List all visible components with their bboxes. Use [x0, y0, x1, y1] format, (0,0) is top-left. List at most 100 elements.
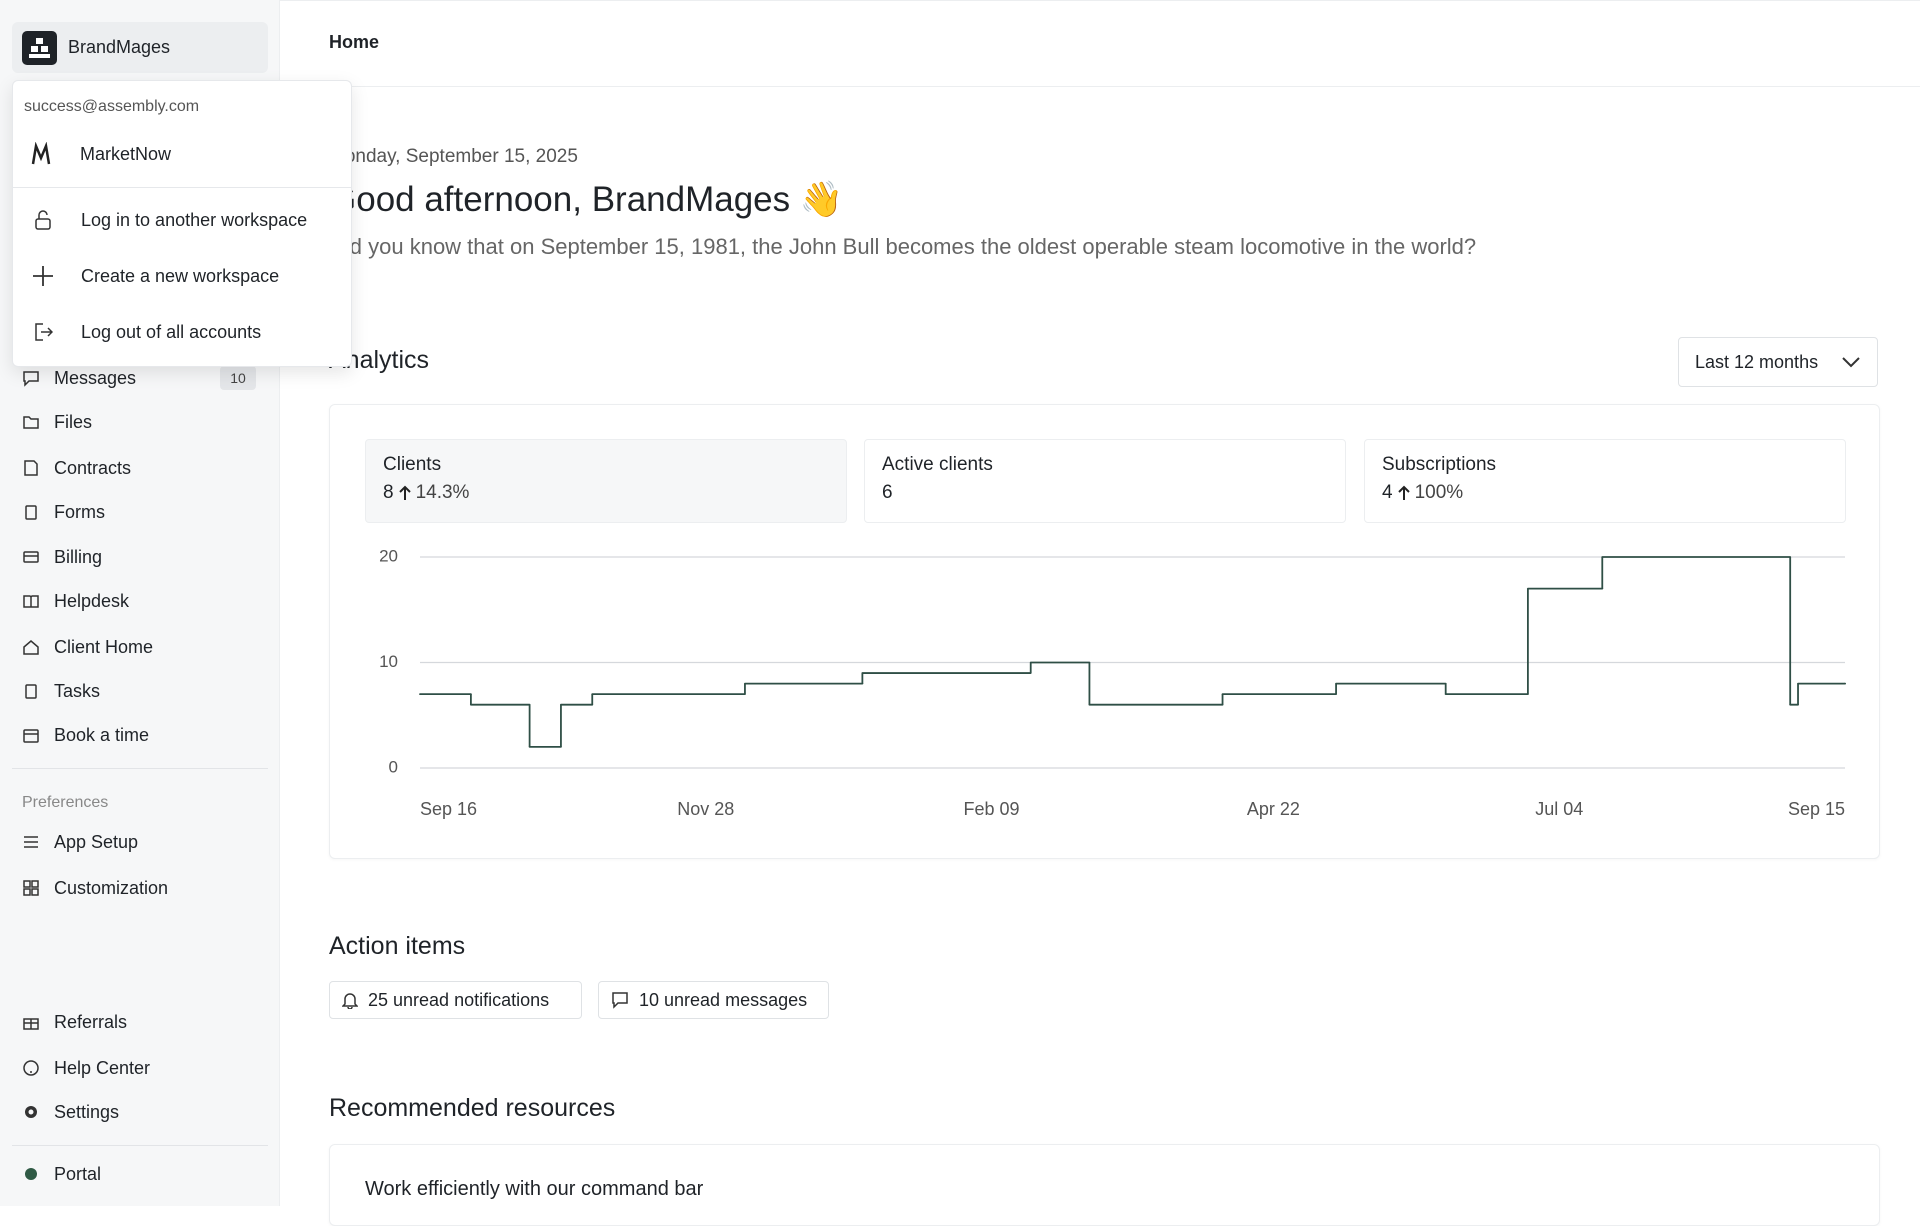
resource-card[interactable]: Work efficiently with our command bar: [329, 1144, 1880, 1226]
nav-item[interactable]: Settings: [22, 1097, 119, 1127]
nav-item[interactable]: Portal: [22, 1159, 101, 1189]
icon: [23, 1018, 39, 1030]
stat-card[interactable]: Clients 8 14.3%: [365, 439, 847, 523]
nav-label: Referrals: [54, 1011, 128, 1032]
separator: [12, 768, 268, 769]
workspace-option-label: MarketNow: [80, 143, 172, 164]
stat-value: 8: [383, 482, 394, 503]
nav-item[interactable]: Client Home: [22, 632, 153, 662]
nav-label: Client Home: [54, 636, 154, 657]
nav-item[interactable]: Billing: [22, 542, 102, 572]
x-tick-label: Jul 04: [1535, 799, 1583, 819]
badge: 10: [220, 366, 256, 390]
x-tick-label: Nov 28: [677, 799, 734, 819]
nav-item[interactable]: Customization: [22, 873, 168, 903]
stat-card[interactable]: Active clients 6: [864, 439, 1346, 523]
menu-label: Log out of all accounts: [81, 321, 262, 342]
nav-label: Files: [54, 411, 93, 432]
icon: [25, 505, 37, 520]
section-label: Preferences: [22, 794, 109, 811]
nav-item[interactable]: Referrals: [22, 1007, 127, 1037]
nav-item[interactable]: Messages: [22, 363, 136, 393]
nav-label: Customization: [54, 877, 169, 898]
nav-item[interactable]: Help Center: [22, 1053, 150, 1083]
icon: [25, 1106, 37, 1118]
chevron: [1842, 357, 1860, 368]
chart-card: Clients 8 14.3% Active clients 6 Subscri…: [329, 404, 1880, 859]
workspace-name: BrandMages: [68, 37, 171, 57]
greeting: Good afternoon, BrandMages 👋: [329, 180, 844, 219]
bell-icon: [342, 993, 358, 1009]
stat-label: Clients: [383, 454, 442, 475]
resource-title: Work efficiently with our command bar: [365, 1178, 704, 1200]
nav-label: Messages: [54, 367, 137, 388]
icon: [23, 640, 39, 655]
nav-item[interactable]: Contracts: [22, 453, 131, 483]
icon: [25, 684, 37, 699]
x-tick-label: Feb 09: [964, 799, 1020, 819]
nav-label: Help Center: [54, 1057, 151, 1078]
nav-item[interactable]: Helpdesk: [22, 586, 129, 616]
y-tick-label: 20: [379, 546, 398, 565]
date: Monday, September 15, 2025: [329, 146, 578, 167]
email: success@assembly.com: [24, 98, 200, 115]
menu-label: Log in to another workspace: [81, 209, 308, 230]
workspace-logo: [31, 142, 51, 165]
nav-label: Contracts: [54, 457, 132, 478]
menu-label: Create a new workspace: [81, 265, 280, 286]
nav-item[interactable]: Files: [22, 407, 92, 437]
top-bar: [279, 0, 1920, 87]
nav-item[interactable]: Tasks: [22, 676, 100, 706]
stat-change: 100%: [1414, 482, 1464, 503]
stat-value: 4: [1382, 482, 1393, 503]
workspace-logo: [22, 31, 57, 65]
nav-label: Helpdesk: [54, 590, 130, 611]
workspace-option[interactable]: MarketNow: [30, 142, 171, 166]
nav-label: Book a time: [54, 724, 150, 745]
nav-label: Forms: [54, 501, 105, 522]
x-tick-label: Sep 15: [1788, 799, 1845, 819]
y-tick-label: 0: [389, 757, 398, 776]
stat-change: 14.3%: [415, 482, 470, 503]
page-title: Home: [329, 32, 380, 52]
range-label: Last 12 months: [1695, 351, 1819, 372]
menu-item[interactable]: Log in to another workspace: [33, 209, 307, 231]
menu-item[interactable]: Create a new workspace: [33, 265, 279, 287]
stat-value: 6: [882, 482, 893, 503]
nav-label: Tasks: [54, 680, 101, 701]
y-tick-label: 10: [379, 652, 398, 671]
stat-card[interactable]: Subscriptions 4 100%: [1364, 439, 1846, 523]
nav-label: Billing: [54, 546, 103, 567]
icon: [23, 416, 39, 429]
message-icon: [612, 992, 628, 1009]
button-label: 25 unread notifications: [368, 989, 550, 1010]
range-select[interactable]: Last 12 months: [1678, 337, 1878, 387]
messages-button[interactable]: 10 unread messages: [598, 981, 829, 1019]
x-tick-label: Apr 22: [1247, 799, 1300, 819]
icon: [24, 460, 38, 476]
icon: [24, 836, 38, 848]
stat-label: Subscriptions: [1382, 454, 1497, 475]
up-arrow: [398, 485, 411, 500]
icon: [23, 1060, 39, 1076]
separator: [13, 187, 351, 188]
notifications-button[interactable]: 25 unread notifications: [329, 981, 582, 1019]
nav-item[interactable]: Forms: [22, 497, 105, 527]
separator: [12, 1145, 268, 1146]
fact: Did you know that on September 15, 1981,…: [329, 234, 1477, 259]
icon: [23, 551, 39, 563]
icon: [23, 371, 39, 387]
menu-item[interactable]: Log out of all accounts: [33, 321, 261, 343]
section-title: Action items: [329, 932, 466, 960]
icon: [23, 595, 39, 608]
section-title: Recommended resources: [329, 1094, 616, 1122]
chart: 0 10 20 Sep 16 Nov 28 Feb 09 Apr 22 Jul 04 Sep 1…: [379, 546, 1846, 819]
nav-item[interactable]: Book a time: [22, 720, 149, 750]
nav-item[interactable]: App Setup: [22, 827, 138, 857]
button-label: 10 unread messages: [639, 989, 808, 1010]
stat-label: Active clients: [882, 454, 993, 475]
icon: [25, 1168, 37, 1180]
workspace-switcher[interactable]: BrandMages: [12, 22, 268, 73]
logout-icon: [35, 323, 53, 341]
